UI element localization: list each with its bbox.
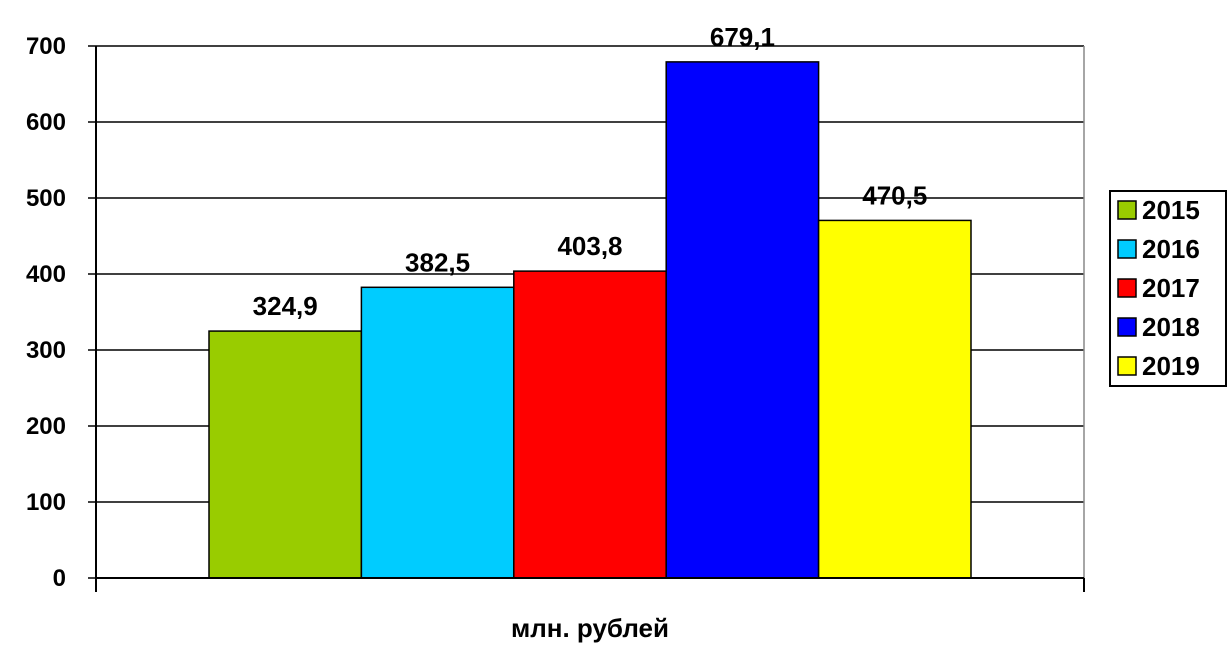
legend-swatch-2017 — [1117, 278, 1137, 298]
y-tick-label: 300 — [26, 337, 66, 364]
bars — [208, 61, 972, 579]
legend-label-2017: 2017 — [1142, 273, 1200, 303]
bar-2017 — [513, 270, 667, 579]
y-tick-label: 200 — [26, 413, 66, 440]
legend-swatch-2018 — [1117, 317, 1137, 337]
legend-swatch-2019 — [1117, 356, 1137, 376]
y-tick-label: 100 — [26, 489, 66, 516]
y-tick-label: 700 — [26, 33, 66, 60]
x-axis-label: млн. рублей — [511, 613, 669, 643]
y-tick-label: 600 — [26, 109, 66, 136]
data-label-2016: 382,5 — [405, 247, 470, 277]
data-labels: 324,9 382,5 403,8 679,1 470,5 — [253, 22, 928, 321]
legend-label-2015: 2015 — [1142, 195, 1200, 225]
legend-label-2018: 2018 — [1142, 312, 1200, 342]
legend-swatch-2016 — [1117, 239, 1137, 259]
legend: 2015 2016 2017 2018 2019 — [1109, 190, 1227, 387]
axes — [95, 46, 1085, 592]
legend-swatch-2015 — [1117, 200, 1137, 220]
y-tick-label: 0 — [53, 565, 66, 592]
bar-2019 — [817, 219, 972, 579]
data-label-2018: 679,1 — [710, 22, 775, 52]
bar-2016 — [360, 286, 515, 579]
y-axis-ticks: 0 100 200 300 400 500 600 700 — [26, 33, 96, 592]
y-tick-label: 400 — [26, 261, 66, 288]
data-label-2015: 324,9 — [253, 291, 318, 321]
legend-label-2019: 2019 — [1142, 351, 1200, 381]
legend-label-2016: 2016 — [1142, 234, 1200, 264]
data-label-2019: 470,5 — [862, 180, 927, 210]
bar-2015 — [208, 330, 363, 579]
data-label-2017: 403,8 — [557, 231, 622, 261]
y-tick-label: 500 — [26, 185, 66, 212]
bar-2018 — [665, 61, 820, 579]
